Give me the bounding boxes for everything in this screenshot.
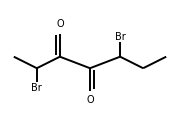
Text: O: O <box>56 19 64 29</box>
Text: Br: Br <box>31 83 42 93</box>
Text: O: O <box>86 95 94 105</box>
Text: Br: Br <box>115 32 125 42</box>
